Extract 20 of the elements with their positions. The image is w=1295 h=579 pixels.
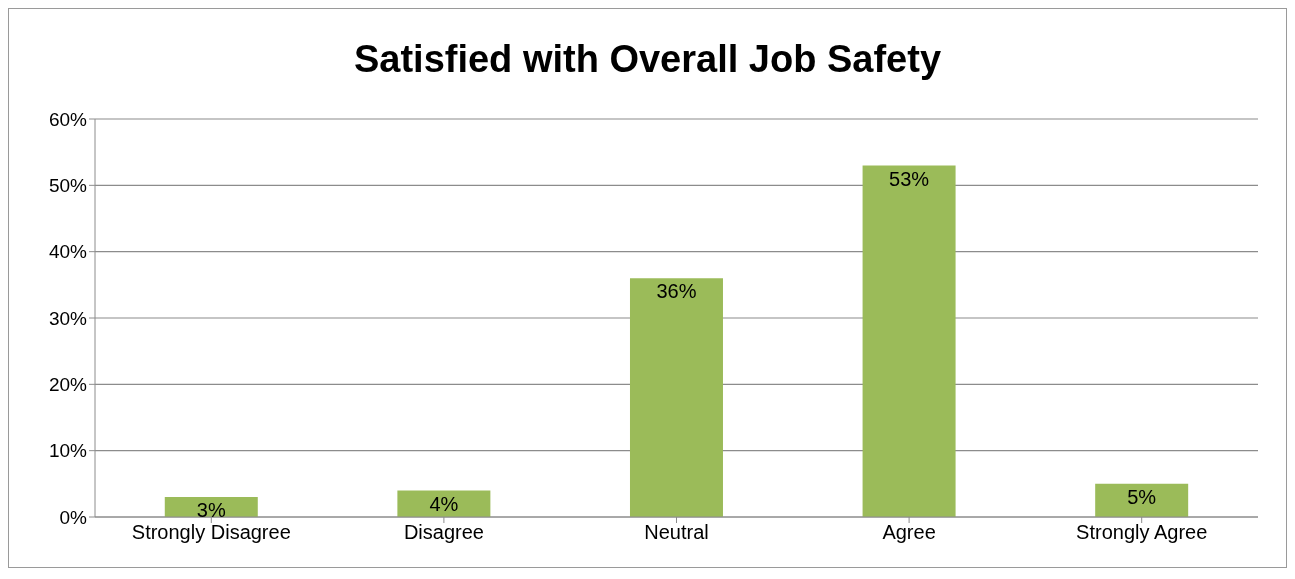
x-tick-label: Agree bbox=[882, 521, 936, 544]
chart-title: Satisfied with Overall Job Safety bbox=[352, 36, 943, 82]
y-tick-label: 40% bbox=[48, 241, 88, 263]
x-tick-label: Strongly Agree bbox=[1076, 521, 1208, 544]
y-tick-label: 0% bbox=[59, 506, 88, 528]
data-label: 5% bbox=[1127, 486, 1157, 509]
data-label: 53% bbox=[889, 167, 930, 190]
y-tick-label: 10% bbox=[48, 440, 88, 462]
y-tick-label: 60% bbox=[48, 108, 88, 130]
bar bbox=[862, 165, 956, 517]
bar bbox=[629, 278, 723, 517]
x-tick-label: Disagree bbox=[403, 521, 484, 544]
y-tick-label: 30% bbox=[48, 307, 88, 329]
y-tick-label: 50% bbox=[48, 175, 88, 197]
data-label: 4% bbox=[429, 492, 459, 515]
data-label: 36% bbox=[656, 280, 697, 303]
y-tick-label: 20% bbox=[48, 374, 88, 396]
data-label: 3% bbox=[196, 499, 226, 522]
x-tick-label: Strongly Disagree bbox=[131, 521, 291, 544]
x-tick-label: Neutral bbox=[644, 521, 709, 544]
